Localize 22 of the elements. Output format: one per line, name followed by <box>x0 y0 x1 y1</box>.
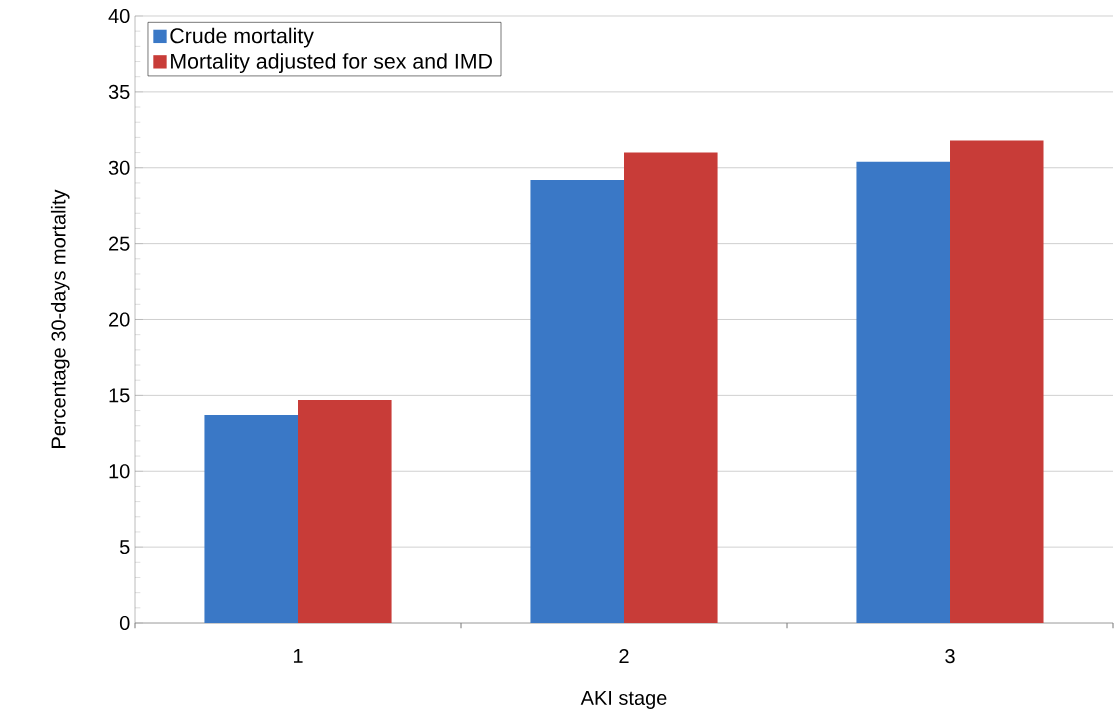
bar <box>530 179 624 623</box>
x-axis-title: AKI stage <box>580 691 667 709</box>
y-tick-label: 25 <box>109 236 130 251</box>
y-tick-label: 30 <box>108 160 130 175</box>
legend-label: Crude mortality <box>170 27 314 48</box>
bar <box>856 161 951 623</box>
y-tick-label: 35 <box>108 84 130 99</box>
bar <box>950 140 1044 623</box>
x-tick-label: 1 <box>293 649 303 663</box>
bar <box>204 415 299 623</box>
bar <box>298 399 392 623</box>
y-tick-label: 15 <box>109 388 130 403</box>
y-tick-label: 5 <box>119 540 130 555</box>
y-axis-title: Percentage 30-days mortality <box>50 189 70 448</box>
y-tick-label: 10 <box>109 464 130 479</box>
bar <box>624 152 718 623</box>
x-tick-label: 2 <box>619 649 629 664</box>
legend-label: Mortality adjusted for sex and IMD <box>171 53 492 74</box>
y-tick-label: 20 <box>109 312 130 327</box>
x-tick-label: 3 <box>945 649 955 664</box>
y-tick-label: 40 <box>108 8 130 24</box>
y-tick-label: 0 <box>119 615 130 631</box>
